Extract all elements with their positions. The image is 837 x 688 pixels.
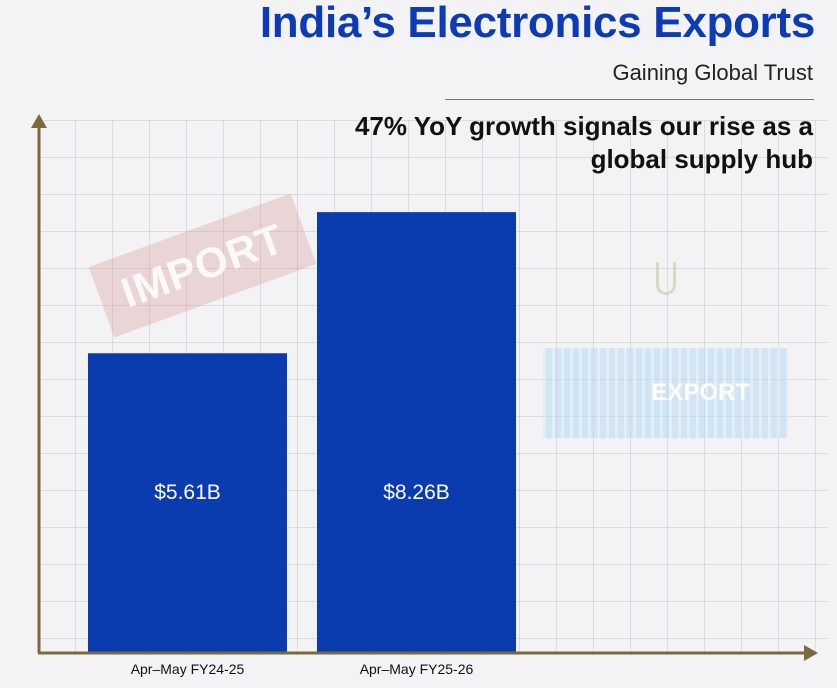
bar-value-label-2: $8.26B xyxy=(383,481,450,504)
y-axis-arrow xyxy=(31,114,47,128)
crane-hook-illustration xyxy=(656,262,676,295)
headline-line-2: global supply hub xyxy=(590,144,813,174)
export-container-text: EXPORT xyxy=(651,379,750,406)
page-subtitle: Gaining Global Trust xyxy=(612,60,813,85)
x-axis-arrow xyxy=(804,645,818,661)
title-divider xyxy=(445,99,814,100)
bar-value-label-1: $5.61B xyxy=(154,481,221,504)
page-title: India’s Electronics Exports xyxy=(259,0,815,47)
bar-2 xyxy=(317,212,516,653)
headline: 47% YoY growth signals our rise as a glo… xyxy=(293,110,813,176)
x-tick-label-1: Apr–May FY24-25 xyxy=(130,661,245,677)
bars-group xyxy=(88,212,516,653)
headline-line-1: 47% YoY growth signals our rise as a xyxy=(354,111,813,141)
export-container-illustration: EXPORT xyxy=(543,348,788,438)
x-tick-label-2: Apr–May FY25-26 xyxy=(359,661,474,677)
bar-1 xyxy=(88,353,287,652)
